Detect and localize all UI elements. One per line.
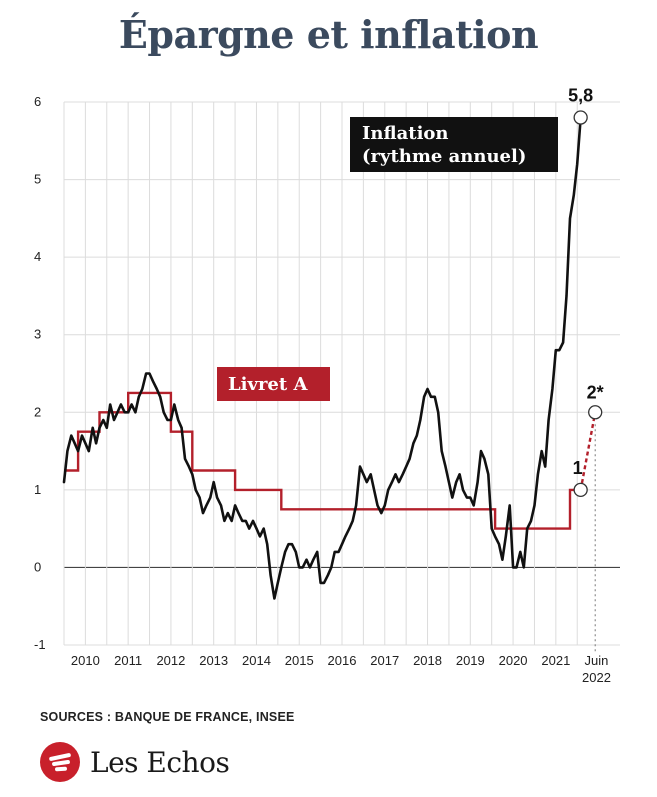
inflation-end-marker — [573, 110, 588, 125]
y-tick-label: 5 — [34, 172, 41, 187]
livret-a-label-box — [217, 367, 330, 401]
x-axis-ticks: 2010 2011 2012 2013 2014 2015 2016 2017 2018 2019… — [71, 653, 611, 685]
y-tick-label: 6 — [34, 94, 41, 109]
inflation-label-box — [350, 117, 558, 172]
y-axis-ticks: -1 0 1 2 3 4 5 6 — [34, 94, 46, 652]
inflation-label-line1: Inflation — [362, 123, 449, 144]
x-tick-label-juin: Juin — [585, 653, 609, 668]
x-tick-label: 2017 — [370, 653, 399, 668]
y-tick-label: 4 — [34, 249, 41, 264]
page-title: Épargne et inflation — [118, 12, 539, 57]
x-tick-label-year: 2022 — [582, 670, 611, 685]
x-tick-label: 2014 — [242, 653, 271, 668]
x-tick-label: 2018 — [413, 653, 442, 668]
inflation-end-label: 5,8 — [568, 86, 593, 106]
inflation-line — [62, 116, 582, 600]
x-tick-label: 2015 — [285, 653, 314, 668]
livret-current-marker — [573, 482, 588, 498]
y-tick-label: -1 — [34, 637, 46, 652]
echos-bird-icon — [40, 742, 80, 782]
x-tick-label: 2016 — [328, 653, 357, 668]
livret-a-projection-line — [579, 412, 597, 491]
series-layer — [62, 116, 597, 600]
x-tick-label: 2012 — [156, 653, 185, 668]
y-tick-label: 2 — [34, 404, 41, 419]
sources-note: SOURCES : BANQUE DE FRANCE, INSEE — [40, 710, 295, 724]
livret-current-label: 1 — [573, 458, 583, 478]
annotations: 5,8 1 2* Inflation(rythme annuel) Livret A — [217, 86, 604, 478]
chart-grid — [63, 101, 620, 653]
brand-logo: Les Echos — [40, 740, 230, 784]
livret-a-line — [64, 391, 581, 530]
y-tick-label: 1 — [34, 482, 41, 497]
x-tick-label: 2020 — [499, 653, 528, 668]
x-tick-label: 2013 — [199, 653, 228, 668]
livret-next-marker — [588, 405, 603, 420]
x-tick-label: 2011 — [114, 653, 142, 668]
y-tick-label: 0 — [34, 559, 41, 574]
y-tick-label: 3 — [34, 327, 41, 342]
inflation-label-line2: (rythme annuel) — [362, 146, 526, 167]
x-tick-label: 2019 — [456, 653, 485, 668]
brand-name: Les Echos — [90, 745, 230, 779]
livret-next-label: 2* — [587, 382, 604, 402]
markers — [573, 110, 603, 498]
x-tick-label: 2010 — [71, 653, 100, 668]
livret-a-label-text: Livret A — [228, 374, 308, 395]
x-tick-label: 2021 — [541, 653, 570, 668]
